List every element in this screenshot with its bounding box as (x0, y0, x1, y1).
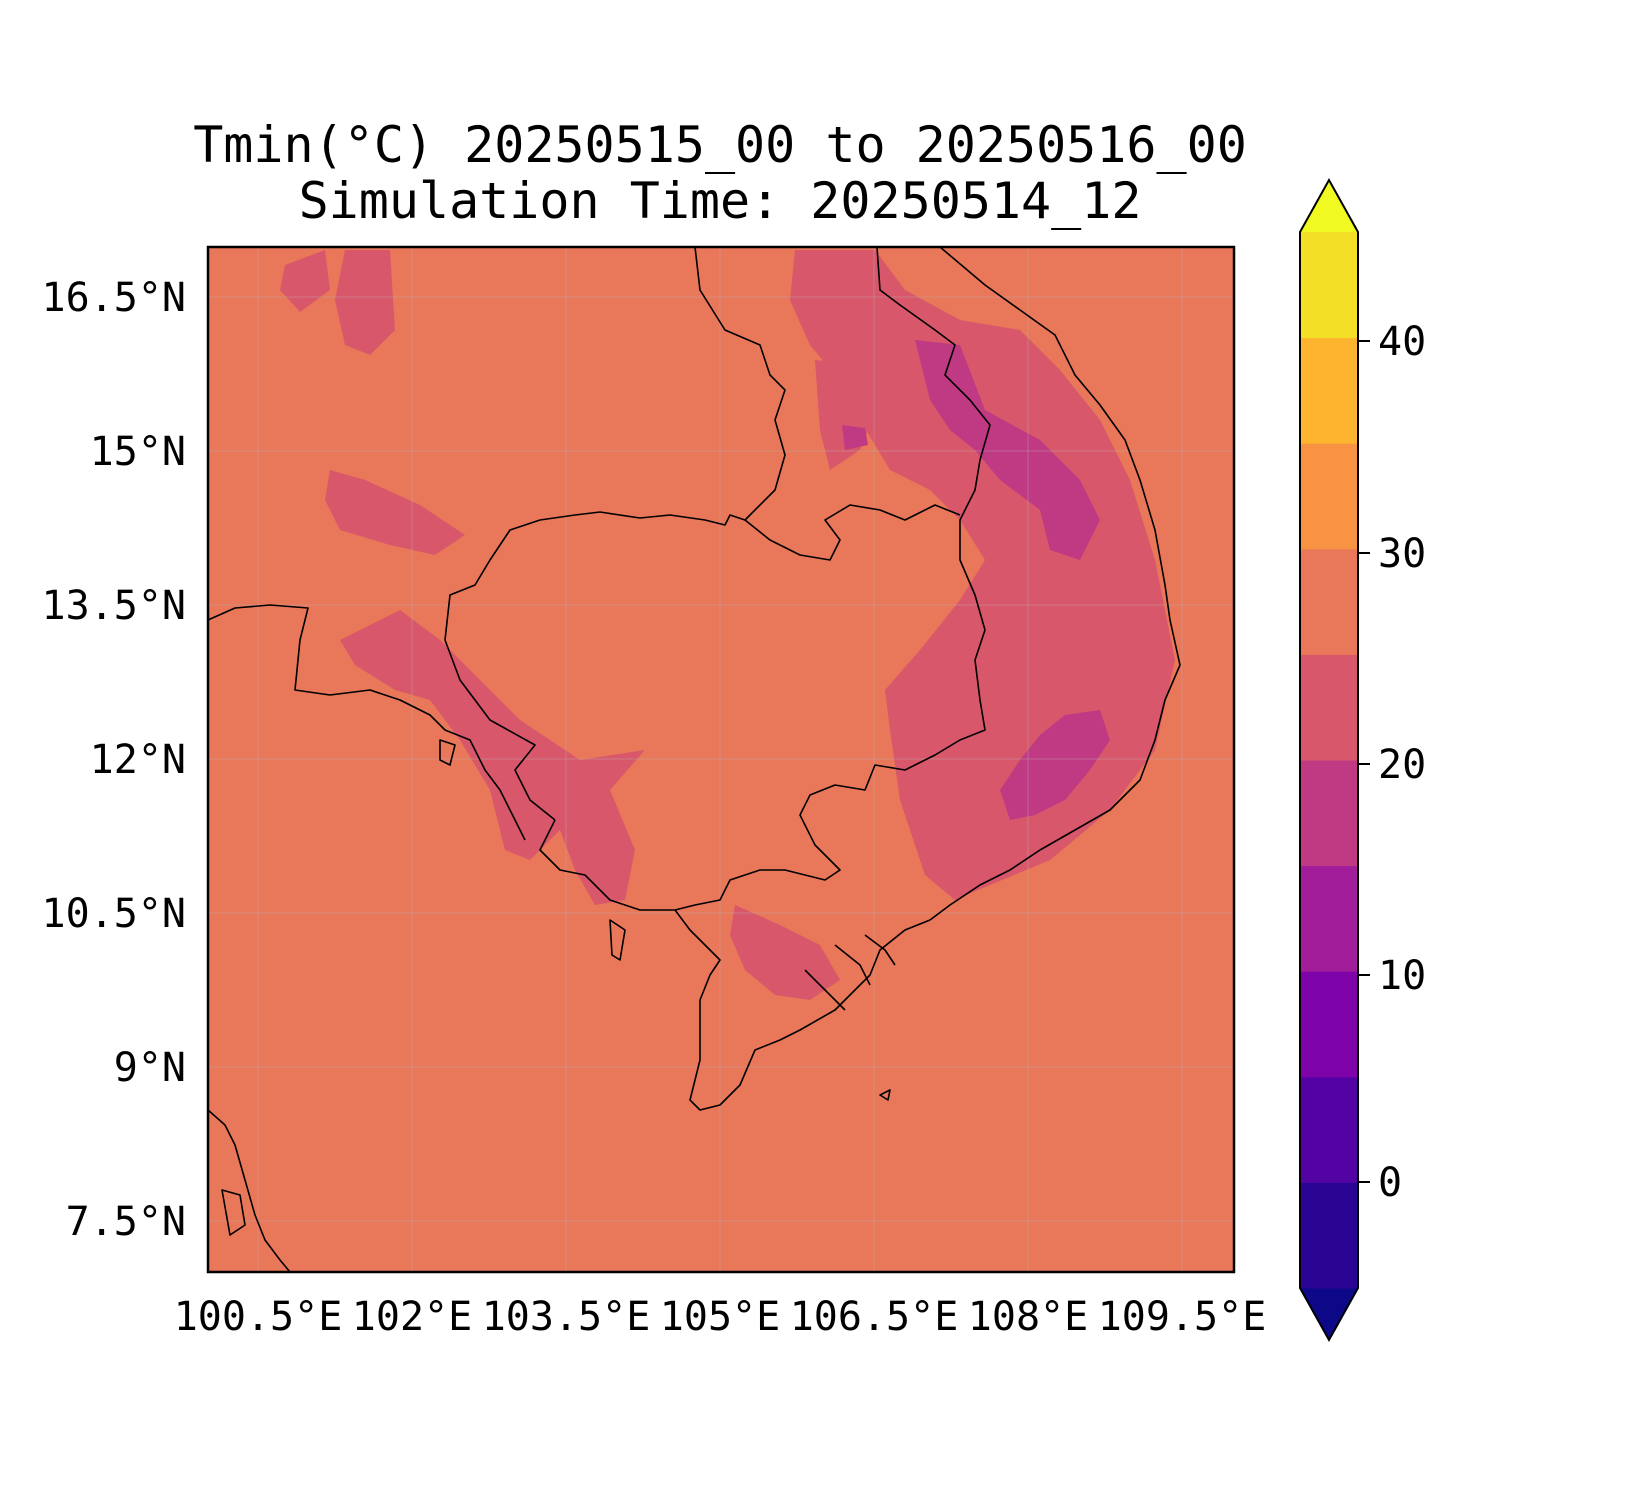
colorbar-segment (1300, 232, 1358, 339)
colorbar-ticks (1358, 340, 1370, 1183)
contour-core-south (1000, 710, 1110, 820)
coast-malay (207, 1109, 291, 1273)
colorbar-segment (1300, 337, 1358, 444)
border-cambodia-vietnam (674, 629, 986, 911)
island-2 (879, 1089, 891, 1101)
contour-core-small (842, 425, 868, 450)
coastlines-borders (207, 246, 1181, 1273)
delta-mouth-2 (834, 944, 871, 986)
lat-tick-label: 12°N (90, 737, 186, 783)
contour-region-delta (730, 905, 840, 1000)
colorbar-tick-label: 40 (1378, 319, 1426, 365)
contour-region-nw2 (335, 250, 395, 355)
colorbar-tick-label: 10 (1378, 953, 1426, 999)
colorbar-segment (1300, 654, 1358, 761)
contour-core-north (915, 340, 1100, 560)
border-laos-vietnam (876, 246, 991, 631)
colorbar-segment (1300, 865, 1358, 972)
map-panel: 16.5°N 15°N 13.5°N 12°N 10.5°N 9°N 7.5°N… (42, 245, 1267, 1340)
colorbar-segments (1300, 180, 1358, 1340)
colorbar-segment (1300, 548, 1358, 655)
coast-vietnam (929, 246, 1181, 921)
border-north (444, 246, 786, 821)
lat-tick-label: 16.5°N (42, 275, 187, 321)
contour-region-nw3 (325, 470, 465, 555)
colorbar-segment (1300, 1076, 1358, 1183)
contour-region-plateau (815, 360, 880, 470)
lon-axis-labels: 100.5°E 102°E 103.5°E 105°E 106.5°E 108°… (174, 1294, 1267, 1340)
colorbar: 0 10 20 30 40 (1299, 177, 1426, 1343)
lon-tick-label: 108°E (968, 1294, 1088, 1340)
colorbar-segment (1300, 971, 1358, 1078)
delta-mouth-3 (864, 934, 896, 966)
delta-mouth-1 (804, 969, 846, 1011)
colorbar-segment (1300, 443, 1358, 550)
map-title-line1: Tmin(°C) 20250515_00 to 20250516_00 (193, 116, 1247, 174)
colorbar-extend-lower (1300, 1288, 1358, 1340)
lon-tick-label: 109.5°E (1098, 1294, 1267, 1340)
lon-tick-label: 102°E (352, 1294, 472, 1340)
lat-tick-label: 9°N (114, 1045, 186, 1091)
colorbar-segment (1300, 1182, 1358, 1289)
gridlines (208, 247, 1234, 1272)
colorbar-segment (1300, 760, 1358, 867)
lat-tick-label: 15°N (90, 429, 186, 475)
map-title-line2: Simulation Time: 20250514_12 (298, 172, 1142, 230)
contour-layer (280, 250, 1175, 1000)
lat-tick-label: 7.5°N (66, 1199, 186, 1245)
colorbar-tick-label: 30 (1378, 531, 1426, 577)
lon-tick-label: 100.5°E (174, 1294, 343, 1340)
colorbar-tick-label: 0 (1378, 1160, 1402, 1206)
coast-cambodia (539, 819, 721, 1001)
lat-tick-label: 10.5°N (42, 891, 187, 937)
border-laos-cambodia (744, 504, 961, 561)
island-1 (609, 919, 626, 961)
map-frame (206, 245, 1236, 1274)
lon-tick-label: 105°E (660, 1294, 780, 1340)
lon-tick-label: 106.5°E (790, 1294, 959, 1340)
lat-tick-label: 13.5°N (42, 583, 187, 629)
lon-tick-label: 103.5°E (482, 1294, 651, 1340)
colorbar-extend-upper (1300, 180, 1358, 232)
coast-delta (689, 919, 931, 1111)
contour-region-cardamom (340, 610, 645, 905)
island-4 (221, 1189, 246, 1236)
contour-region-nw1 (280, 250, 330, 312)
colorbar-tick-label: 20 (1378, 742, 1426, 788)
island-3 (439, 739, 456, 766)
lat-axis-labels: 16.5°N 15°N 13.5°N 12°N 10.5°N 9°N 7.5°N (42, 275, 187, 1245)
coast-thailand-east (207, 604, 526, 841)
colorbar-outline (1299, 177, 1359, 1343)
